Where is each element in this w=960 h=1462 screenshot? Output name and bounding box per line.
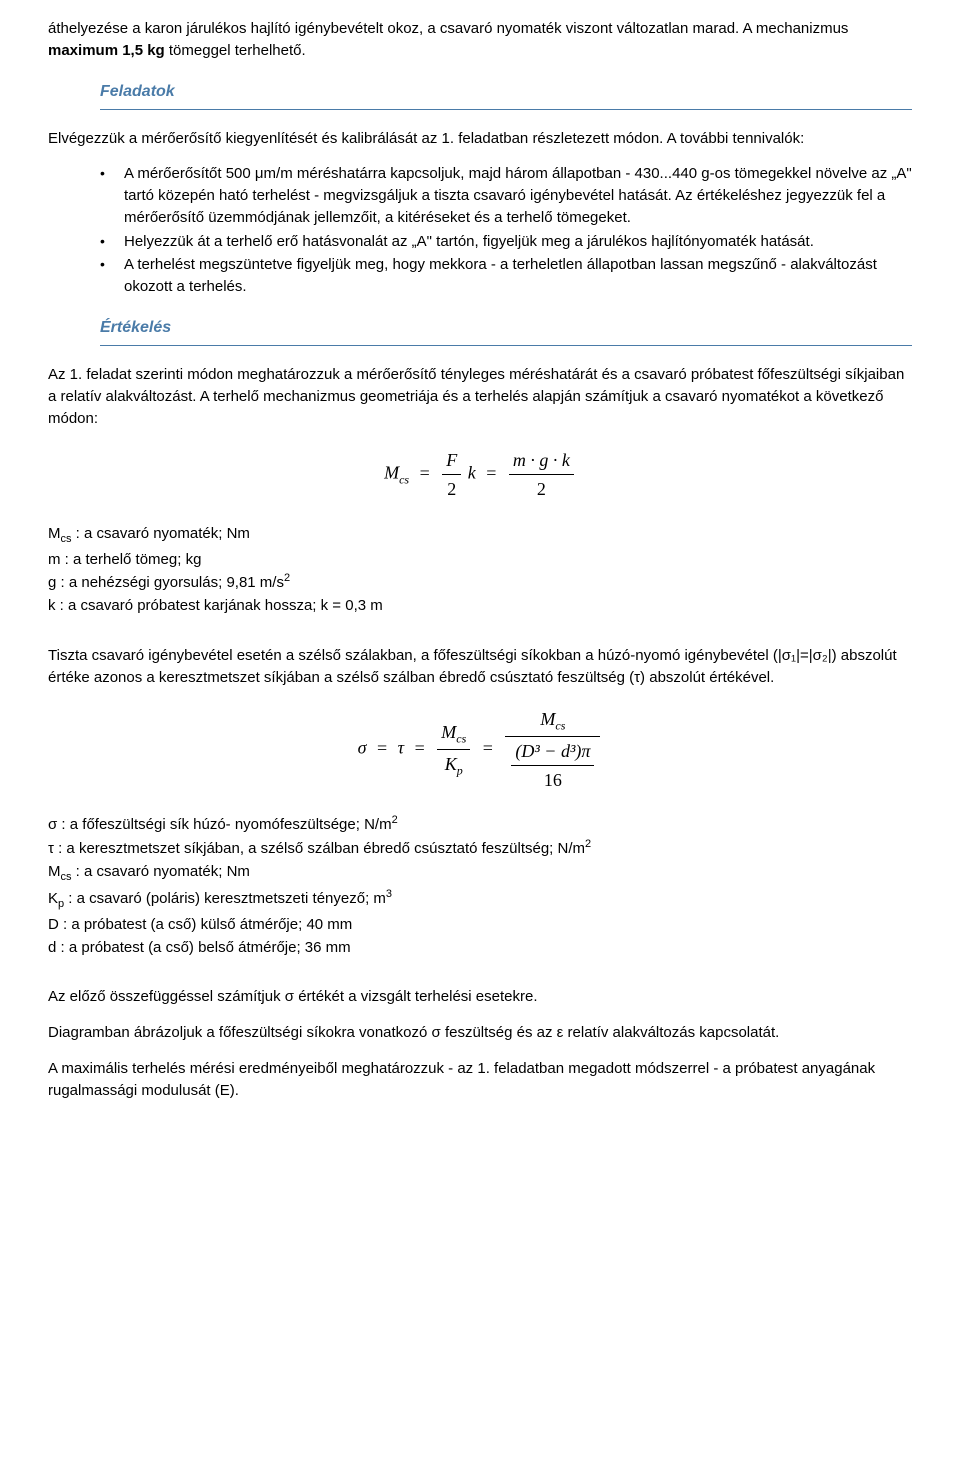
closing-p3: A maximális terhelés mérési eredményeibő… xyxy=(48,1058,912,1102)
feladatok-list: A mérőerősítőt 500 μm/m méréshatárra kap… xyxy=(48,163,912,298)
closing-p1: Az előző összefüggéssel számítjuk σ érté… xyxy=(48,986,912,1008)
formula-var: k xyxy=(468,463,476,483)
feladatok-lead: Elvégezzük a mérőerősítő kiegyenlítését … xyxy=(48,128,912,150)
formula-var: σ xyxy=(358,738,367,758)
fraction-num: Mcs xyxy=(505,706,600,737)
list-item: A mérőerősítőt 500 μm/m méréshatárra kap… xyxy=(100,163,912,228)
equals-sign: = xyxy=(420,463,430,483)
section-heading-ertekeles: Értékelés xyxy=(100,316,912,339)
fraction: m · g · k 2 xyxy=(509,447,574,502)
formula-mcs: Mcs = F 2 k = m · g · k 2 xyxy=(48,447,912,502)
formula-var: τ xyxy=(398,738,404,758)
between-paragraph: Tiszta csavaró igénybevétel esetén a szé… xyxy=(48,645,912,689)
fraction: F 2 xyxy=(442,447,461,502)
intro-text-1: áthelyezése a karon járulékos hajlító ig… xyxy=(48,20,848,59)
fraction-den: 2 xyxy=(509,475,574,502)
definitions-1: Mcs : a csavaró nyomaték; Nm m : a terhe… xyxy=(48,523,912,617)
def-item: σ : a főfeszültségi sík húzó- nyomófeszü… xyxy=(48,813,912,836)
fraction-den: Kp xyxy=(437,750,470,780)
formula-var: M xyxy=(384,463,399,483)
equals-sign: = xyxy=(483,738,493,758)
ertekeles-p1: Az 1. feladat szerinti módon meghatározz… xyxy=(48,364,912,429)
def-item: d : a próbatest (a cső) belső átmérője; … xyxy=(48,937,912,959)
formula-sigma-tau: σ = τ = Mcs Kp = Mcs (D³ − d³)π 16 xyxy=(48,706,912,793)
def-item: g : a nehézségi gyorsulás; 9,81 m/s2 xyxy=(48,571,912,594)
section-heading-feladatok: Feladatok xyxy=(100,80,912,103)
fraction-num: m · g · k xyxy=(509,447,574,475)
def-item: D : a próbatest (a cső) külső átmérője; … xyxy=(48,914,912,936)
fraction-num: F xyxy=(442,447,461,475)
formula-sub: cs xyxy=(399,473,409,487)
heading-rule xyxy=(100,345,912,346)
fraction-den: (D³ − d³)π 16 xyxy=(505,737,600,793)
def-item: τ : a keresztmetszet síkjában, a szélső … xyxy=(48,837,912,860)
equals-sign: = xyxy=(486,463,496,483)
def-item: k : a csavaró próbatest karjának hossza;… xyxy=(48,595,912,617)
def-item: Kp : a csavaró (poláris) keresztmetszeti… xyxy=(48,887,912,913)
closing-p2: Diagramban ábrázoljuk a főfeszültségi sí… xyxy=(48,1022,912,1044)
def-item: m : a terhelő tömeg; kg xyxy=(48,549,912,571)
intro-paragraph: áthelyezése a karon járulékos hajlító ig… xyxy=(48,18,912,62)
list-item: A terhelést megszüntetve figyeljük meg, … xyxy=(100,254,912,298)
def-item: Mcs : a csavaró nyomaték; Nm xyxy=(48,523,912,548)
fraction-den: 2 xyxy=(442,475,461,502)
def-item: Mcs : a csavaró nyomaték; Nm xyxy=(48,861,912,886)
fraction: Mcs (D³ − d³)π 16 xyxy=(505,706,600,793)
equals-sign: = xyxy=(377,738,387,758)
fraction: Mcs Kp xyxy=(437,719,470,780)
fraction-num: Mcs xyxy=(437,719,470,750)
list-item: Helyezzük át a terhelő erő hatásvonalát … xyxy=(100,231,912,253)
equals-sign: = xyxy=(415,738,425,758)
heading-rule xyxy=(100,109,912,110)
definitions-2: σ : a főfeszültségi sík húzó- nyomófeszü… xyxy=(48,813,912,958)
